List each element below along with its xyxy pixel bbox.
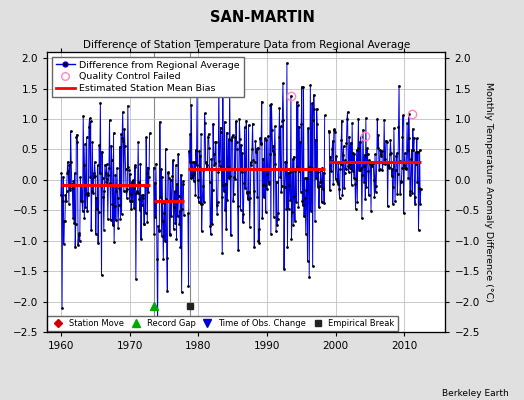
Title: Difference of Station Temperature Data from Regional Average: Difference of Station Temperature Data f… [83,40,410,50]
Text: SAN-MARTIN: SAN-MARTIN [210,10,314,25]
Text: Berkeley Earth: Berkeley Earth [442,389,508,398]
Legend: Station Move, Record Gap, Time of Obs. Change, Empirical Break: Station Move, Record Gap, Time of Obs. C… [47,316,398,331]
Y-axis label: Monthly Temperature Anomaly Difference (°C): Monthly Temperature Anomaly Difference (… [484,82,493,302]
